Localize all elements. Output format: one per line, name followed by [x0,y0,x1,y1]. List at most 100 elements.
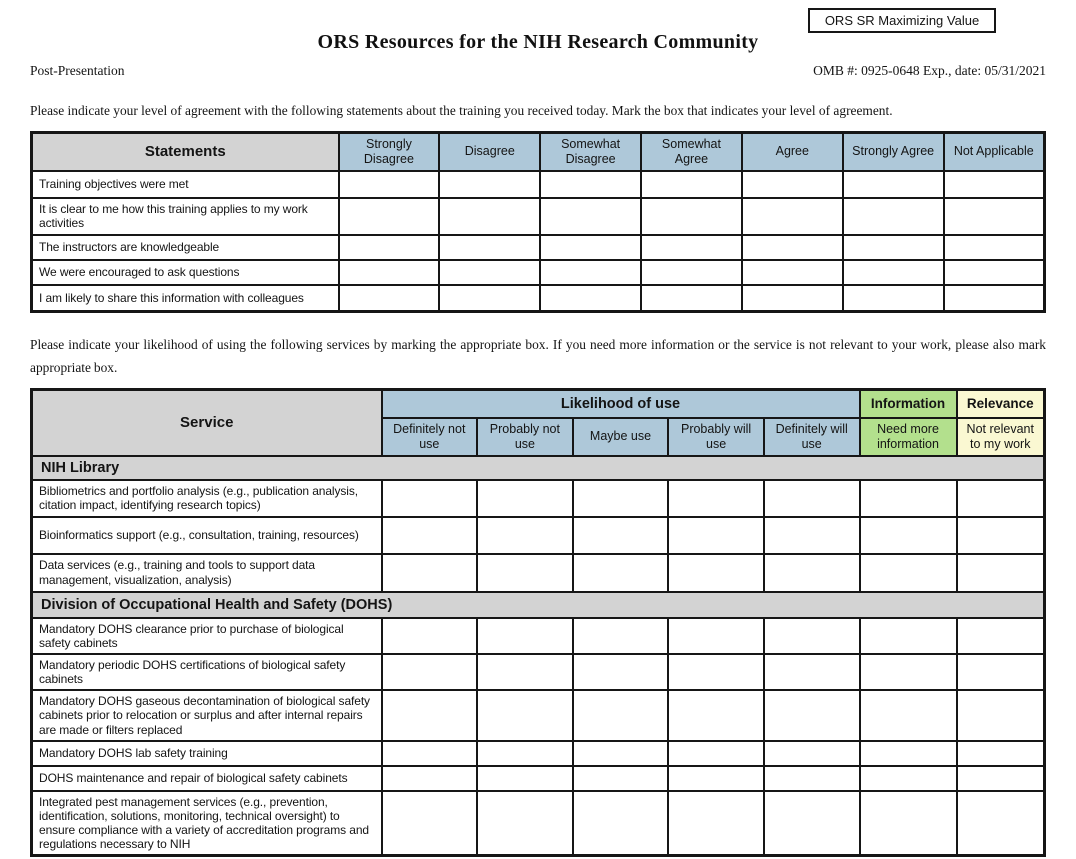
response-cell[interactable] [476,652,574,692]
response-cell[interactable] [380,789,479,857]
response-cell[interactable] [740,258,844,286]
response-cell[interactable] [942,169,1046,199]
response-cell[interactable] [337,283,441,313]
response-cell[interactable] [858,789,958,857]
response-cell[interactable] [667,689,765,742]
response-cell[interactable] [539,169,643,199]
response-cell[interactable] [667,515,765,555]
response-cell[interactable] [476,764,574,792]
response-cell[interactable] [740,233,844,261]
response-cell[interactable] [476,739,574,767]
response-cell[interactable] [942,283,1046,313]
response-cell[interactable] [438,283,542,313]
response-cell[interactable] [476,515,574,555]
response-cell[interactable] [337,258,441,286]
response-cell[interactable] [858,515,958,555]
response-cell[interactable] [640,258,743,286]
response-cell[interactable] [955,515,1046,555]
response-cell[interactable] [740,169,844,199]
response-cell[interactable] [667,764,765,792]
response-cell[interactable] [942,258,1046,286]
response-cell[interactable] [380,764,479,792]
response-cell[interactable] [337,196,441,236]
response-cell[interactable] [539,196,643,236]
response-cell[interactable] [380,552,479,593]
response-cell[interactable] [476,552,574,593]
response-cell[interactable] [571,689,670,742]
response-cell[interactable] [539,233,643,261]
response-cell[interactable] [762,616,861,655]
response-cell[interactable] [438,169,542,199]
response-cell[interactable] [571,739,670,767]
response-cell[interactable] [858,689,958,742]
response-cell[interactable] [640,283,743,313]
response-cell[interactable] [762,552,861,593]
response-cell[interactable] [667,478,765,518]
response-cell[interactable] [858,552,958,593]
response-cell[interactable] [762,739,861,767]
response-cell[interactable] [955,616,1046,655]
column-header-not-relevant: Not relevant to my work [955,416,1046,457]
response-cell[interactable] [380,739,479,767]
column-header-strongly-agree: Strongly Agree [841,131,945,172]
response-cell[interactable] [476,689,574,742]
response-cell[interactable] [667,739,765,767]
response-cell[interactable] [762,789,861,857]
response-cell[interactable] [380,616,479,655]
response-cell[interactable] [841,233,945,261]
response-cell[interactable] [858,764,958,792]
response-cell[interactable] [337,169,441,199]
response-cell[interactable] [438,196,542,236]
response-cell[interactable] [571,515,670,555]
response-cell[interactable] [667,652,765,692]
response-cell[interactable] [667,616,765,655]
response-cell[interactable] [740,196,844,236]
response-cell[interactable] [740,283,844,313]
response-cell[interactable] [841,169,945,199]
response-cell[interactable] [841,196,945,236]
response-cell[interactable] [438,258,542,286]
response-cell[interactable] [539,283,643,313]
response-cell[interactable] [762,478,861,518]
response-cell[interactable] [539,258,643,286]
response-cell[interactable] [942,196,1046,236]
response-cell[interactable] [476,789,574,857]
response-cell[interactable] [762,652,861,692]
response-cell[interactable] [955,478,1046,518]
response-cell[interactable] [955,764,1046,792]
response-cell[interactable] [571,789,670,857]
response-cell[interactable] [571,652,670,692]
response-cell[interactable] [667,789,765,857]
response-cell[interactable] [955,552,1046,593]
response-cell[interactable] [858,652,958,692]
response-cell[interactable] [571,552,670,593]
response-cell[interactable] [955,689,1046,742]
response-cell[interactable] [337,233,441,261]
response-cell[interactable] [476,478,574,518]
response-cell[interactable] [955,789,1046,857]
response-cell[interactable] [841,283,945,313]
response-cell[interactable] [571,478,670,518]
response-cell[interactable] [571,616,670,655]
response-cell[interactable] [438,233,542,261]
response-cell[interactable] [380,515,479,555]
response-cell[interactable] [640,169,743,199]
response-cell[interactable] [640,233,743,261]
response-cell[interactable] [942,233,1046,261]
response-cell[interactable] [841,258,945,286]
response-cell[interactable] [380,478,479,518]
response-cell[interactable] [858,478,958,518]
response-cell[interactable] [380,689,479,742]
response-cell[interactable] [762,515,861,555]
response-cell[interactable] [858,739,958,767]
response-cell[interactable] [380,652,479,692]
response-cell[interactable] [955,739,1046,767]
response-cell[interactable] [955,652,1046,692]
response-cell[interactable] [762,689,861,742]
response-cell[interactable] [476,616,574,655]
response-cell[interactable] [667,552,765,593]
response-cell[interactable] [762,764,861,792]
response-cell[interactable] [858,616,958,655]
response-cell[interactable] [640,196,743,236]
response-cell[interactable] [571,764,670,792]
